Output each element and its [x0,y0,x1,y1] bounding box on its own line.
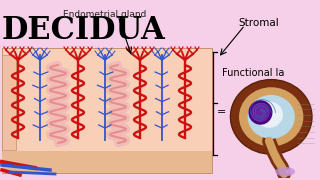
Bar [2,151,212,173]
Circle shape [248,100,273,125]
Ellipse shape [239,87,303,146]
Circle shape [257,109,264,116]
Text: Stromal: Stromal [238,18,279,28]
Circle shape [254,106,267,119]
Bar [2,55,16,150]
Ellipse shape [255,102,283,128]
Ellipse shape [275,167,295,176]
Ellipse shape [248,95,295,139]
Ellipse shape [230,80,312,154]
Bar [2,48,212,173]
Text: Endometrial gland: Endometrial gland [63,10,147,19]
Text: DECIDUA: DECIDUA [2,15,166,46]
Text: =: = [217,107,226,117]
Ellipse shape [286,168,295,175]
Circle shape [251,103,270,122]
Text: Functional la: Functional la [222,68,284,78]
